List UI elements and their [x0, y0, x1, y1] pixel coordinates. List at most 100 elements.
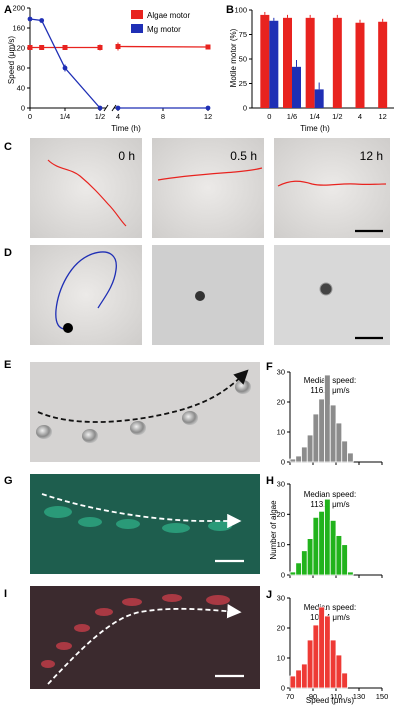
algae-cell	[74, 624, 90, 632]
y-tick-label: 0	[281, 571, 285, 580]
micrograph-d-05h	[152, 245, 264, 345]
panel-d: D	[4, 245, 390, 345]
mg-motor-particle-stopped	[195, 291, 205, 301]
panel-b-xlabel: Time (h)	[300, 124, 330, 133]
panel-label-d: D	[4, 247, 12, 259]
x-tick-label: 1/2	[95, 112, 105, 121]
algae-cells-g	[44, 506, 232, 533]
panel-label-i: I	[4, 588, 7, 600]
bar-algae	[305, 17, 315, 109]
y-tick-label: 20	[277, 398, 285, 407]
series-line-0	[117, 45, 209, 48]
histogram-bar	[312, 413, 320, 463]
panel-i: I	[4, 586, 260, 689]
x-tick-label: 1/2	[332, 112, 342, 121]
histogram-bar	[295, 562, 302, 576]
time-label-12h: 12 h	[360, 149, 383, 163]
bar-mg	[314, 89, 324, 108]
data-point	[115, 44, 121, 49]
histogram-bar	[301, 550, 308, 576]
x-tick-label: 8	[161, 112, 165, 121]
histogram-bar	[289, 571, 297, 576]
time-label-05h: 0.5 h	[230, 149, 257, 163]
x-tick-label: 1/4	[60, 112, 70, 121]
algae-cell	[95, 608, 113, 616]
trajectory-c-0h	[47, 159, 127, 227]
panel-label-e: E	[4, 359, 11, 371]
legend-swatch-algae	[131, 10, 143, 19]
algae-cell	[116, 519, 140, 529]
panel-label-f: F	[266, 361, 273, 373]
x-tick-label: 90	[309, 692, 317, 701]
data-point	[62, 45, 68, 50]
data-point	[62, 65, 68, 71]
data-point	[39, 45, 45, 50]
trajectory-arrow-g	[41, 493, 242, 529]
bar-algae	[260, 14, 270, 108]
y-tick-label: 50	[239, 55, 247, 64]
hist-ylabel: Number of algae	[269, 500, 278, 560]
y-tick-label: 0	[281, 458, 285, 467]
panel-c: C 0 h 0.5 h 12 h	[4, 138, 390, 238]
y-tick-label: 200	[12, 4, 25, 13]
x-tick-label: 4	[358, 112, 362, 121]
y-tick-label: 40	[17, 84, 25, 93]
bar-algae	[283, 17, 292, 109]
y-tick-label: 0	[21, 104, 25, 113]
histogram-bar	[324, 615, 331, 689]
x-tick-label: 110	[330, 692, 342, 701]
algae-cell	[162, 594, 182, 602]
algae-cell	[162, 523, 190, 533]
y-tick-label: 160	[12, 24, 25, 33]
histogram-bar	[318, 606, 325, 689]
histogram-bar	[324, 374, 331, 463]
histogram-bar	[341, 440, 348, 463]
algae-cell	[44, 506, 72, 518]
y-tick-label: 25	[239, 79, 247, 88]
bar-mg	[269, 20, 279, 109]
series-line-1	[29, 18, 101, 109]
algae-cell	[206, 595, 230, 605]
histogram-bar	[295, 669, 302, 689]
algae-cell	[208, 521, 232, 531]
bar-mg	[292, 66, 301, 108]
panel-f-marks	[289, 374, 354, 463]
histogram-bar	[289, 458, 297, 463]
panel-a-ylabel: Speed (μm/s)	[7, 36, 16, 85]
histogram-bar	[329, 404, 337, 463]
micrograph-d-12h	[274, 245, 390, 345]
histogram-bar	[301, 446, 308, 463]
panel-b-ylabel: Motile motor (%)	[229, 28, 238, 87]
panel-b-marks	[260, 11, 388, 109]
bar-algae	[378, 21, 388, 108]
panel-g: G	[4, 474, 260, 574]
data-point	[97, 105, 103, 111]
histogram-bar	[318, 510, 325, 576]
panel-h-marks	[289, 498, 354, 576]
histogram-bar	[324, 498, 331, 576]
legend-label-algae: Algae motor	[147, 11, 190, 20]
micrograph-c-12h	[274, 138, 390, 238]
micrograph-d-0h	[30, 245, 142, 345]
data-point	[39, 18, 45, 23]
y-tick-label: 30	[277, 480, 285, 489]
time-label-0h: 0 h	[118, 149, 135, 163]
y-tick-label: 120	[12, 44, 25, 53]
panel-j: J Median speed: 104.4 μm/s 0102030709011…	[266, 589, 388, 705]
data-point	[205, 105, 211, 111]
histogram-bar	[335, 535, 343, 576]
x-tick-label: 12	[378, 112, 386, 121]
x-tick-label: 12	[204, 112, 212, 121]
panel-j-marks	[289, 606, 348, 689]
histogram-bar	[306, 538, 314, 576]
histogram-bar	[289, 675, 297, 689]
legend-swatch-mg	[131, 24, 143, 33]
histogram-bar	[301, 663, 308, 689]
data-point	[205, 44, 211, 50]
panel-label-g: G	[4, 475, 13, 487]
histogram-bar	[312, 624, 320, 689]
histogram-bar	[318, 398, 325, 463]
y-tick-label: 10	[277, 540, 285, 549]
